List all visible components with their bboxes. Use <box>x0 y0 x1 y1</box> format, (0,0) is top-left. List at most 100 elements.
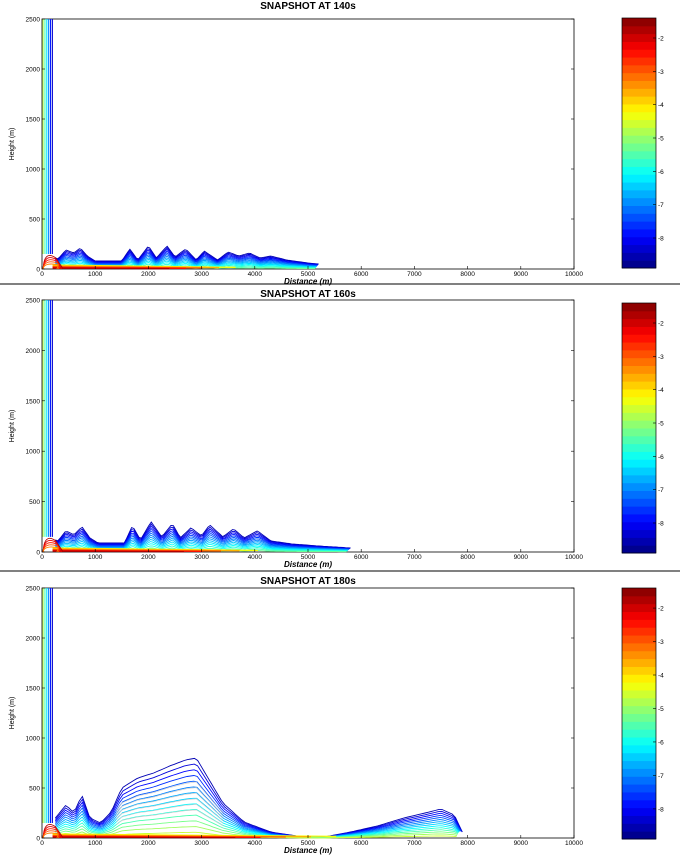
colorbar-band <box>622 334 656 343</box>
colorbar-band <box>622 25 656 35</box>
contour-line <box>55 253 318 267</box>
colorbar-band <box>622 18 656 27</box>
colorbar-band <box>622 103 656 113</box>
x-tick-label: 5000 <box>301 271 316 278</box>
colorbar-band <box>622 260 656 269</box>
colorbar-band <box>622 737 656 746</box>
colorbar-tick-label: -5 <box>658 706 664 713</box>
plot-area <box>41 587 575 839</box>
colorbar-band <box>622 642 656 652</box>
colorbar-band <box>622 244 656 253</box>
x-tick-label: 2000 <box>141 840 156 847</box>
contour-line <box>54 763 463 838</box>
x-tick-label: 1000 <box>88 554 103 561</box>
colorbar-band <box>622 682 656 691</box>
x-tick-label: 6000 <box>354 840 369 847</box>
contour-line <box>55 534 349 551</box>
contour-line-inner <box>116 809 224 827</box>
ground-contour <box>52 267 170 270</box>
contour-line <box>55 521 351 549</box>
colorbar-band <box>622 784 656 793</box>
x-tick-label: 10000 <box>565 840 583 847</box>
colorbar-band <box>622 111 656 121</box>
x-tick-label: 10000 <box>565 554 583 561</box>
colorbar-band <box>622 752 656 762</box>
colorbar-frame <box>621 587 657 840</box>
colorbar-band <box>622 72 656 81</box>
contour-line <box>55 536 349 551</box>
colorbar-band <box>622 310 656 320</box>
x-tick-label: 4000 <box>248 840 263 847</box>
y-tick-label: 2000 <box>26 67 41 74</box>
colorbar-band <box>622 41 656 50</box>
colorbar-band <box>622 595 656 605</box>
contour-line <box>54 775 462 838</box>
x-tick-label: 8000 <box>460 554 475 561</box>
colorbar-band <box>622 513 656 523</box>
y-axis-label: Height (m) <box>9 697 16 730</box>
colorbar-band <box>622 588 656 597</box>
colorbar-tick-label: -2 <box>658 606 664 613</box>
contour-line-inner <box>116 787 224 817</box>
contour-line <box>55 814 459 839</box>
colorbar-band <box>622 760 656 769</box>
colorbar-tick-label: -4 <box>658 387 664 394</box>
contour-line <box>55 245 319 265</box>
contour-line <box>55 248 319 266</box>
chart-title: SNAPSHOT AT 140s <box>260 1 356 12</box>
contour-line <box>55 525 350 549</box>
plot-area <box>41 299 575 553</box>
colorbar-band <box>622 791 656 801</box>
colorbar-band <box>622 388 656 398</box>
x-axis-label: Distance (m) <box>284 277 332 286</box>
colorbar-band <box>622 189 656 199</box>
colorbar-band <box>622 529 656 538</box>
colorbar-band <box>622 451 656 460</box>
colorbar-band <box>622 166 656 175</box>
contour-line <box>55 247 319 265</box>
colorbar-tick-label: -6 <box>658 169 664 176</box>
y-tick-label: 2000 <box>26 348 41 355</box>
colorbar-band <box>622 252 656 261</box>
colorbar: -2 -3 -4 -5 -6 -7 -8 <box>621 302 664 554</box>
y-tick-label: 2500 <box>26 586 41 593</box>
y-tick-label: 1500 <box>26 686 41 693</box>
y-tick-label: 2500 <box>26 17 41 24</box>
x-tick-label: 6000 <box>354 271 369 278</box>
colorbar-band <box>622 650 656 660</box>
contour-line-inner <box>116 804 224 824</box>
colorbar-tick-label: -5 <box>658 421 664 428</box>
contour-line <box>55 523 351 549</box>
contour-line-inner <box>116 792 224 819</box>
x-tick-label: 9000 <box>514 554 529 561</box>
x-tick-label: 3000 <box>194 271 209 278</box>
colorbar: -2 -3 -4 -5 -6 -7 -8 <box>621 17 664 269</box>
contour-layer <box>42 19 319 270</box>
colorbar-tick-label: -3 <box>658 354 664 361</box>
x-tick-label: 2000 <box>141 271 156 278</box>
colorbar-band <box>622 80 656 89</box>
x-tick-label: 5000 <box>301 840 316 847</box>
colorbar-band <box>622 158 656 167</box>
y-tick-label: 1500 <box>26 117 41 124</box>
contour-line <box>55 786 461 838</box>
colorbar-band <box>622 521 656 531</box>
x-axis-label: Distance (m) <box>284 846 332 855</box>
colorbar-band <box>622 490 656 499</box>
colorbar-band <box>622 326 656 335</box>
colorbar-band <box>622 420 656 429</box>
y-tick-label: 1500 <box>26 398 41 405</box>
colorbar-band <box>622 119 656 128</box>
colorbar-tick-label: -7 <box>658 202 664 209</box>
colorbar-band <box>622 197 656 206</box>
colorbar-frame <box>621 302 657 554</box>
colorbar-band <box>622 127 656 136</box>
x-tick-label: 8000 <box>460 840 475 847</box>
colorbar-tick-label: -4 <box>658 102 664 109</box>
colorbar-band <box>622 373 656 382</box>
colorbar-band <box>622 635 656 644</box>
colorbar-band <box>622 713 656 722</box>
